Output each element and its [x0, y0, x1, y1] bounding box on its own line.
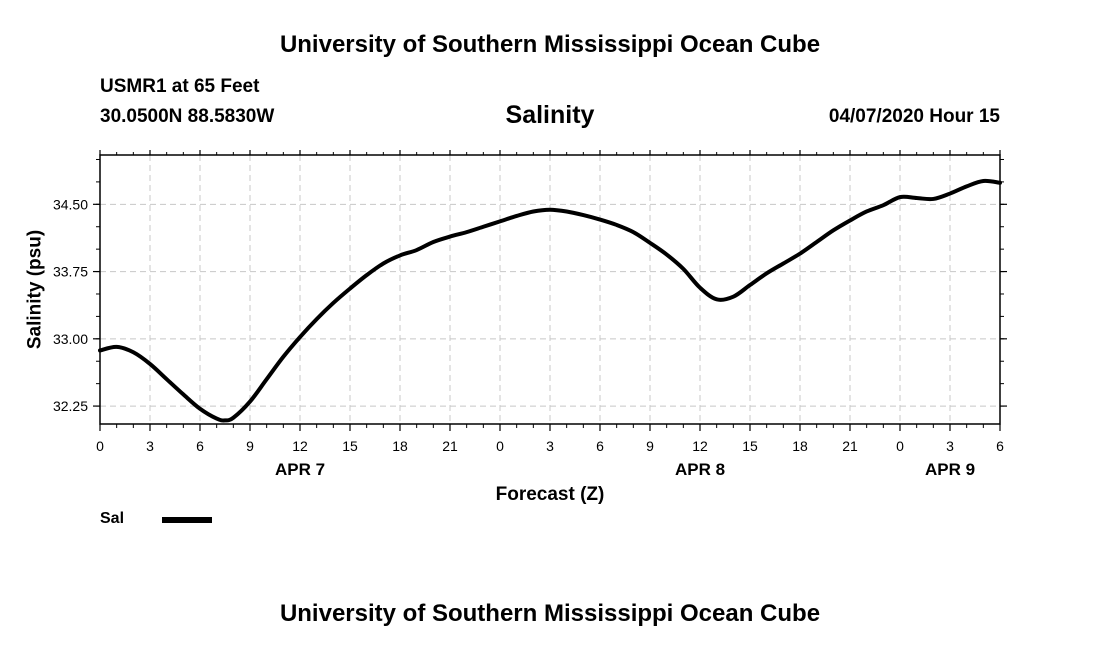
x-tick-label: 21	[842, 438, 858, 454]
x-tick-label: 15	[742, 438, 758, 454]
x-tick-label: 18	[392, 438, 408, 454]
legend-label-sal: Sal	[100, 510, 125, 527]
timestamp-label: 04/07/2020 Hour 15	[828, 106, 1000, 127]
x-tick-label: 21	[442, 438, 458, 454]
station-label: USMR1 at 65 Feet	[100, 76, 260, 97]
y-tick-label: 34.50	[53, 196, 88, 212]
series-line-sal	[98, 178, 1002, 423]
y-tick-label: 32.25	[53, 398, 88, 414]
x-tick-label: 3	[146, 438, 154, 454]
x-tick-label: 12	[692, 438, 708, 454]
y-tick-label: 33.75	[53, 264, 88, 280]
x-tick-label: 3	[946, 438, 954, 454]
legend-swatch-sal	[162, 517, 212, 523]
x-tick-label: 9	[646, 438, 654, 454]
x-tick-label: 6	[596, 438, 604, 454]
chart-title-top: University of Southern Mississippi Ocean…	[279, 31, 821, 58]
chart-title-bottom: University of Southern Mississippi Ocean…	[279, 600, 821, 627]
y-axis-title: Salinity (psu)	[25, 230, 46, 349]
x-tick-label: 9	[246, 438, 254, 454]
coordinates-label: 30.0500N 88.5830W	[100, 106, 275, 127]
axis-ticks	[93, 150, 1007, 431]
x-tick-label: 0	[896, 438, 904, 454]
grid-lines	[100, 155, 1000, 424]
chart-subtitle: Salinity	[505, 101, 595, 129]
x-tick-label: 6	[996, 438, 1004, 454]
x-tick-label: 0	[496, 438, 504, 454]
date-label: APR 8	[675, 460, 725, 479]
tick-labels: 0 3 6 9 12 15 18 21 0 3 6 9 12 15 18 21 0 3 6 32.25 33.00 33.…	[53, 196, 1004, 479]
date-label: APR 7	[275, 460, 325, 479]
x-tick-label: 18	[792, 438, 808, 454]
x-tick-label: 0	[96, 438, 104, 454]
x-tick-label: 12	[292, 438, 308, 454]
x-tick-label: 6	[196, 438, 204, 454]
x-axis-title: Forecast (Z)	[496, 484, 605, 505]
date-label: APR 9	[925, 460, 975, 479]
y-tick-label: 33.00	[53, 331, 88, 347]
x-tick-label: 3	[546, 438, 554, 454]
x-tick-label: 15	[342, 438, 358, 454]
